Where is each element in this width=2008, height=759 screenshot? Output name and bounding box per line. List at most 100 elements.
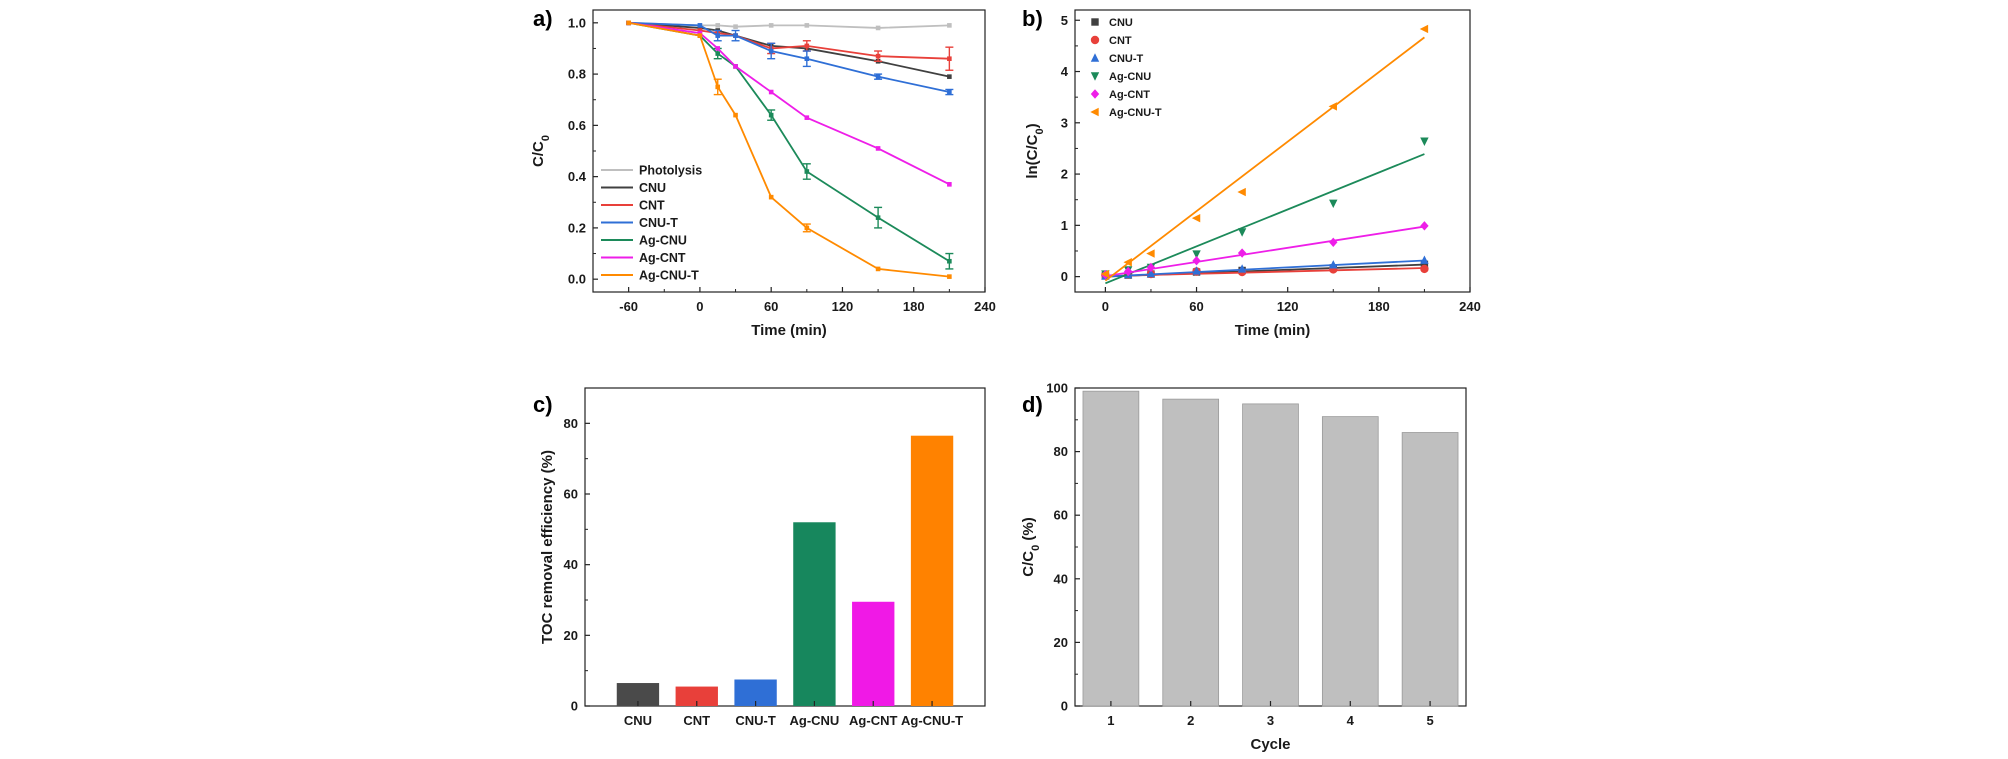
bar-3 [1242, 403, 1299, 707]
x-tick-label-ag-cnt: Ag-CNT [849, 713, 897, 728]
y-axis-label: TOC removal efficiency (%) [539, 450, 556, 644]
series-line-ag-cnt [628, 21, 950, 186]
x-tick-label-1: 1 [1107, 713, 1114, 728]
data-point-cnu-t [875, 74, 881, 79]
bar-cnt [675, 686, 718, 706]
bar-1 [1082, 390, 1140, 707]
x-tick-label-4: 4 [1347, 713, 1355, 728]
data-point-cnt [875, 53, 881, 59]
y-tick-label: 0.6 [568, 118, 586, 133]
series-line-ag-cnu-t [628, 21, 950, 278]
data-point-ag-cnu-t [1100, 269, 1110, 279]
data-point-photolysis [947, 23, 952, 28]
data-point-ag-cnu [1329, 199, 1338, 208]
data-point-cnu-t [804, 56, 810, 62]
data-point-ag-cnu [768, 112, 774, 118]
x-tick-label: 180 [1368, 299, 1390, 314]
y-tick-label: 1 [1061, 218, 1068, 233]
x-tick-label: 60 [764, 299, 778, 314]
bar-ag-cnt [852, 601, 895, 706]
data-point-cnu [697, 25, 703, 31]
x-tick-label: 240 [1459, 299, 1481, 314]
data-point-photolysis [804, 23, 810, 28]
data-point-cnu-t [715, 33, 721, 38]
y-tick-label: 40 [564, 557, 578, 572]
y-tick-label: 60 [564, 487, 578, 502]
x-tick-label: 180 [903, 299, 925, 314]
data-point-ag-cnt [697, 30, 703, 36]
panel-label-d: d) [1022, 392, 1043, 417]
x-tick-label: 120 [832, 299, 854, 314]
legend-label-cnu-t: CNU-T [639, 216, 678, 230]
data-point-cnu-t [1420, 255, 1429, 264]
panel-label-b: b) [1022, 6, 1043, 31]
data-point-cnu-t [1192, 266, 1201, 275]
y-tick-label: 0.4 [568, 169, 587, 184]
y-tick-label: 80 [1054, 444, 1068, 459]
y-tick-label: 80 [564, 416, 578, 431]
panel-b: b) 0 60 120 180 240 0 1 2 3 4 5 Time (min) ln(C/C0) CN… [1022, 6, 1481, 339]
legend-label-ag-cnu: Ag-CNU [639, 234, 687, 248]
x-tick-label: 0 [696, 299, 703, 314]
legend-label-ag-cnt: Ag-CNT [1109, 89, 1150, 101]
x-tick-label-ag-cnu-t: Ag-CNU-T [901, 713, 963, 728]
y-tick-label: 2 [1061, 167, 1068, 182]
legend-label-cnu: CNU [639, 181, 666, 195]
bar-cnu [616, 683, 660, 706]
bar-4 [1321, 416, 1379, 707]
legend-label-ag-cnu-t: Ag-CNU-T [639, 269, 699, 283]
x-tick-label: -60 [619, 299, 638, 314]
bar-5 [1401, 432, 1459, 707]
y-axis-label: C/C0 [530, 135, 552, 167]
data-point-cnt [697, 28, 703, 33]
y-tick-label: 4 [1061, 64, 1069, 79]
legend-label-ag-cnu: Ag-CNU [1109, 71, 1151, 83]
series-line-cnt [628, 21, 950, 60]
fit-line-ag-cnu-t [1104, 36, 1425, 282]
y-tick-label: 0.2 [568, 220, 586, 235]
data-point-cnu [947, 74, 952, 79]
data-point-ag-cnu [1237, 228, 1247, 237]
data-point-ag-cnu [804, 169, 810, 174]
data-point-ag-cnu [1192, 250, 1201, 259]
y-axis-label: ln(C/C0) [1024, 123, 1046, 178]
y-tick-label: 1.0 [568, 15, 586, 30]
y-tick-label: 0 [1061, 699, 1068, 714]
x-tick-label: 0 [1102, 299, 1109, 314]
data-point-ag-cnu [1420, 137, 1429, 146]
legend-marker-ag-cnt [1090, 89, 1100, 99]
data-point-cnu-t [1329, 260, 1338, 269]
series-line-ag-cnu [628, 21, 950, 263]
plot-frame [592, 9, 986, 293]
series-line-cnu [628, 21, 950, 78]
data-point-ag-cnu-t [733, 112, 738, 118]
y-tick-label: 5 [1061, 13, 1068, 28]
data-point-ag-cnu-t [875, 266, 881, 272]
legend-marker-cnu-t [1090, 53, 1100, 62]
legend-marker-cnt [1090, 35, 1100, 45]
y-tick-label: 100 [1046, 381, 1068, 396]
x-tick-label-3: 3 [1267, 713, 1274, 728]
x-tick-label-2: 2 [1187, 713, 1194, 728]
data-point-ag-cnu-t [947, 274, 952, 279]
x-tick-label-cnt: CNT [683, 713, 710, 728]
data-point-cnu-t [1146, 268, 1156, 278]
legend-label-ag-cnu-t: Ag-CNU-T [1109, 107, 1162, 119]
data-point-ag-cnt [1420, 221, 1429, 231]
data-point-ag-cnu-t [1146, 249, 1155, 258]
data-point-ag-cnu-t [715, 84, 721, 90]
data-point-ag-cnu-t [697, 33, 703, 38]
legend-label-cnu: CNU [1109, 17, 1133, 29]
series-line-cnu-t [628, 21, 950, 93]
data-point-cnt [1420, 264, 1429, 274]
y-tick-label: 0.0 [568, 272, 586, 287]
x-axis-label: Time (min) [1235, 322, 1311, 339]
legend-label-cnt: CNT [639, 199, 665, 213]
panel-c: c) 0 20 40 60 80 CNU CNT CNU-T Ag-CNU Ag-CNT Ag-CNU… [533, 387, 986, 728]
plot-frame [1074, 9, 1471, 293]
x-tick-label: 240 [974, 299, 996, 314]
data-point-ag-cnt [1237, 248, 1247, 258]
panel-a: a) -60 0 60 120 180 240 0.0 0.2 0.4 0.6 0.8 1.0 Time … [530, 6, 996, 339]
data-point-ag-cnu-t [1328, 102, 1337, 111]
